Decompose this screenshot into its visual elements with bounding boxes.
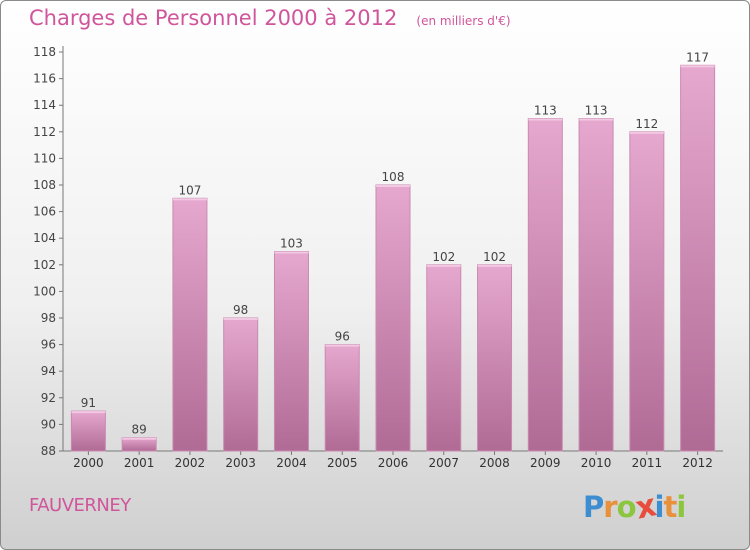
- bar-top-highlight: [274, 251, 309, 254]
- logo-letter: P: [583, 490, 604, 524]
- commune-name: FAUVERNEY: [29, 495, 131, 516]
- bar-2005: [324, 344, 360, 452]
- y-tick-label: 104: [33, 231, 56, 245]
- logo-letter: i: [654, 490, 665, 524]
- y-tick-label: 112: [33, 125, 56, 139]
- bar-top-highlight: [579, 118, 614, 121]
- logo-letter: i: [676, 490, 686, 524]
- data-label: 89: [132, 423, 147, 437]
- y-tick-label: 100: [33, 284, 56, 298]
- x-tick-label: 2001: [124, 456, 155, 470]
- bar-top-highlight: [426, 264, 461, 267]
- bars: [70, 64, 716, 452]
- bar-2007: [426, 264, 462, 452]
- bar-top-highlight: [477, 264, 512, 267]
- y-tick-label: 98: [41, 311, 56, 325]
- x-tick-label: 2002: [175, 456, 206, 470]
- y-tick-label: 88: [41, 444, 56, 458]
- data-label: 117: [686, 50, 709, 64]
- bar-2010: [578, 118, 614, 452]
- y-tick-label: 90: [41, 417, 56, 431]
- chart-subtitle: (en milliers d'€): [416, 14, 511, 28]
- y-tick-label: 118: [33, 45, 56, 59]
- x-tick-label: 2008: [479, 456, 510, 470]
- data-label: 98: [233, 303, 248, 317]
- y-tick-label: 114: [33, 98, 56, 112]
- data-label: 102: [483, 250, 506, 264]
- data-label: 108: [382, 170, 405, 184]
- axes: 88 90 92 94 96 98 100 102 104 106 108 110 112 114 116 1…: [33, 45, 723, 458]
- chart-title: Charges de Personnel 2000 à 2012: [29, 6, 398, 30]
- y-tick-label: 110: [33, 151, 56, 165]
- value-labels: 2000 91 2001 89 2002 107 2003 98 2004 103 2005 96 20…: [73, 50, 713, 470]
- logo-letter: o: [616, 490, 637, 524]
- x-tick-label: 2007: [428, 456, 459, 470]
- data-label: 112: [635, 117, 658, 131]
- bar-top-highlight: [528, 118, 563, 121]
- y-tick-label: 108: [33, 178, 56, 192]
- bar-top-highlight: [122, 437, 157, 440]
- x-tick-label: 2003: [225, 456, 256, 470]
- bar-top-highlight: [172, 198, 207, 201]
- data-label: 113: [534, 104, 557, 118]
- bar-top-highlight: [325, 344, 360, 347]
- bar-2008: [477, 264, 513, 452]
- x-tick-label: 2006: [378, 456, 409, 470]
- bar-2006: [375, 184, 411, 452]
- data-label: 107: [178, 183, 201, 197]
- y-tick-label: 106: [33, 205, 56, 219]
- data-label: 103: [280, 237, 303, 251]
- bar-2012: [680, 64, 716, 452]
- logo-letter: r: [603, 490, 617, 524]
- x-tick-label: 2004: [276, 456, 307, 470]
- y-tick-label: 92: [41, 391, 56, 405]
- bar-2002: [172, 197, 208, 452]
- title-line: Charges de Personnel 2000 à 2012 (en mil…: [29, 6, 511, 30]
- x-tick-label: 2011: [632, 456, 663, 470]
- bar-top-highlight: [376, 185, 410, 187]
- x-tick-label: 2005: [327, 456, 358, 470]
- logo-letter: t: [663, 490, 677, 524]
- bar-2011: [629, 131, 665, 452]
- x-tick-label: 2000: [73, 456, 104, 470]
- y-tick-label: 94: [41, 364, 56, 378]
- x-tick-label: 2012: [682, 456, 713, 470]
- bar-top-highlight: [629, 131, 664, 134]
- data-label: 102: [432, 250, 455, 264]
- y-tick-label: 102: [33, 258, 56, 272]
- data-label: 113: [585, 104, 608, 118]
- proxiti-logo[interactable]: Proxiti: [583, 487, 686, 526]
- bar-2000: [70, 410, 106, 452]
- data-label: 91: [81, 396, 96, 410]
- bar-top-highlight: [71, 411, 106, 414]
- bar-2009: [527, 118, 563, 452]
- x-tick-label: 2009: [530, 456, 561, 470]
- bar-2004: [273, 251, 309, 452]
- x-tick-label: 2010: [581, 456, 612, 470]
- bar-top-highlight: [223, 318, 258, 320]
- y-tick-label: 116: [33, 72, 56, 86]
- data-label: 96: [335, 330, 350, 344]
- y-tick-label: 96: [41, 338, 56, 352]
- bar-2003: [223, 317, 259, 452]
- bar-top-highlight: [680, 65, 715, 68]
